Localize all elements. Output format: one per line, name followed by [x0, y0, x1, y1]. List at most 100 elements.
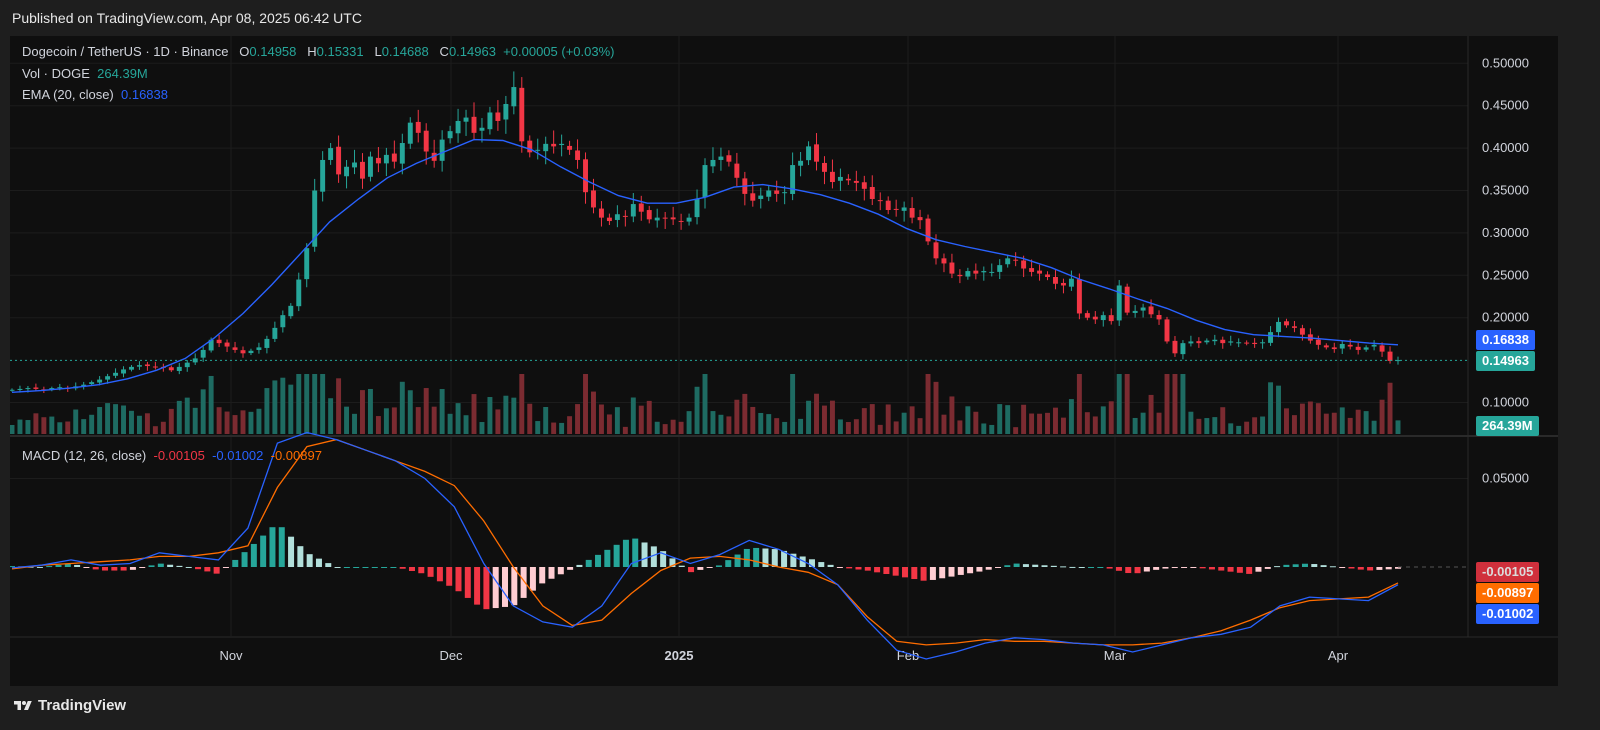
ema-label[interactable]: EMA (20, close)	[22, 87, 114, 102]
candle-body	[224, 342, 230, 347]
header-bar: Published on TradingView.com, Apr 08, 20…	[0, 0, 1600, 36]
volume-bar	[248, 411, 254, 434]
volume-bar	[1363, 411, 1369, 434]
chart-canvas[interactable]: 0.50000 0.45000 0.40000 0.35000 0.30000 0.250…	[10, 36, 1558, 686]
volume-bar	[431, 406, 437, 434]
open-value: 0.14958	[249, 44, 297, 59]
volume-bar	[1076, 374, 1082, 434]
volume-bar	[407, 390, 413, 434]
candle-body	[1395, 360, 1401, 362]
macd-histogram-bar	[1050, 565, 1057, 567]
volume-bar	[989, 424, 995, 434]
candle-body	[1092, 316, 1098, 320]
volume-bar	[909, 406, 915, 434]
close-value: 0.14963	[448, 44, 496, 59]
macd-histogram-bar	[492, 567, 499, 609]
volume-bar	[447, 413, 453, 434]
candle-body	[144, 364, 150, 367]
macd-histogram-bar	[1022, 564, 1029, 567]
candle-body	[455, 120, 461, 134]
macd-histogram-bar	[715, 565, 722, 567]
volume-bar	[423, 388, 429, 434]
volume-bar	[853, 419, 859, 434]
candle-body	[184, 362, 190, 368]
macd-histogram-bar	[74, 564, 81, 567]
macd-histogram-bar	[185, 566, 192, 568]
volume-bar	[1291, 415, 1297, 434]
candle-body	[256, 347, 262, 350]
macd-histogram-bar	[864, 567, 871, 571]
macd-histogram-bar	[1171, 567, 1178, 569]
volume-bar	[304, 374, 310, 434]
candle-body	[606, 217, 612, 222]
macd-histogram-bar	[222, 567, 229, 568]
macd-histogram-bar	[1385, 567, 1392, 570]
volume-bar	[57, 422, 63, 434]
volume-bar	[312, 374, 318, 434]
volume-bar	[1260, 416, 1266, 434]
close-label: C	[439, 44, 449, 59]
macd-histogram-bar	[1264, 567, 1271, 569]
candle-body	[1212, 339, 1218, 342]
macd-histogram-bar	[1218, 567, 1225, 571]
macd-histogram-bar	[678, 565, 685, 567]
volume-bar	[766, 414, 772, 434]
symbol-legend: Dogecoin / TetherUS · 1D · Binance O0.14…	[22, 44, 614, 59]
macd-histogram-bar	[334, 567, 341, 568]
candle-body	[495, 112, 501, 121]
candle-body	[614, 214, 620, 220]
macd-histogram-bar	[1190, 567, 1197, 568]
candle-body	[885, 200, 891, 211]
volume-bar	[933, 381, 939, 434]
macd-histogram-bar	[260, 535, 267, 567]
volume-bar	[1045, 412, 1050, 434]
macd-label[interactable]: MACD (12, 26, close)	[22, 448, 147, 463]
candle-body	[933, 242, 939, 259]
volume-bar	[1068, 399, 1074, 434]
macd-histogram-bar	[418, 567, 425, 574]
candle-body	[336, 146, 342, 175]
macd-histogram-bar	[790, 553, 797, 567]
volume-bar	[415, 407, 421, 434]
volume-bar	[845, 422, 851, 434]
candle-body	[1045, 274, 1050, 277]
macd-histogram-bar	[948, 567, 955, 577]
candle-body	[598, 208, 604, 218]
candle-body	[766, 190, 772, 197]
volume-bar	[352, 413, 357, 434]
candle-body	[1363, 347, 1369, 350]
volume-bar	[129, 410, 134, 434]
candle-body	[1204, 340, 1210, 343]
footer-brand[interactable]: TradingView	[12, 697, 126, 714]
volume-bar	[750, 406, 756, 434]
volume-bar	[885, 404, 891, 434]
candle-body	[1005, 258, 1011, 265]
macd-histogram-bar	[1013, 563, 1020, 567]
macd-histogram-bar	[1348, 567, 1355, 569]
candle-body	[718, 156, 724, 160]
volume-bar	[511, 397, 517, 434]
volume-bar	[1276, 385, 1281, 434]
volume-bar	[734, 399, 740, 434]
volume-bar	[790, 374, 796, 434]
candle-body	[1108, 315, 1114, 322]
volume-bar	[1180, 374, 1186, 434]
candle-body	[734, 163, 740, 178]
volume-bar	[41, 417, 47, 434]
macd-histogram-bar	[1004, 565, 1011, 567]
chart-frame[interactable]: 0.50000 0.45000 0.40000 0.35000 0.30000 0.250…	[10, 36, 1558, 686]
symbol-title[interactable]: Dogecoin / TetherUS · 1D · Binance	[22, 44, 229, 59]
volume-bar	[200, 389, 206, 434]
candle-body	[439, 139, 445, 161]
volume-label[interactable]: Vol · DOGE	[22, 66, 90, 81]
macd-histogram-bar	[995, 567, 1002, 568]
candle-body	[822, 162, 827, 172]
volume-bar	[829, 400, 835, 434]
candle-body	[367, 156, 373, 177]
volume-bar	[256, 408, 262, 434]
candle-body	[965, 271, 971, 277]
candle-body	[463, 117, 469, 122]
candle-body	[129, 366, 134, 370]
macd-histogram-bar	[539, 567, 546, 584]
volume-bar	[144, 413, 150, 434]
